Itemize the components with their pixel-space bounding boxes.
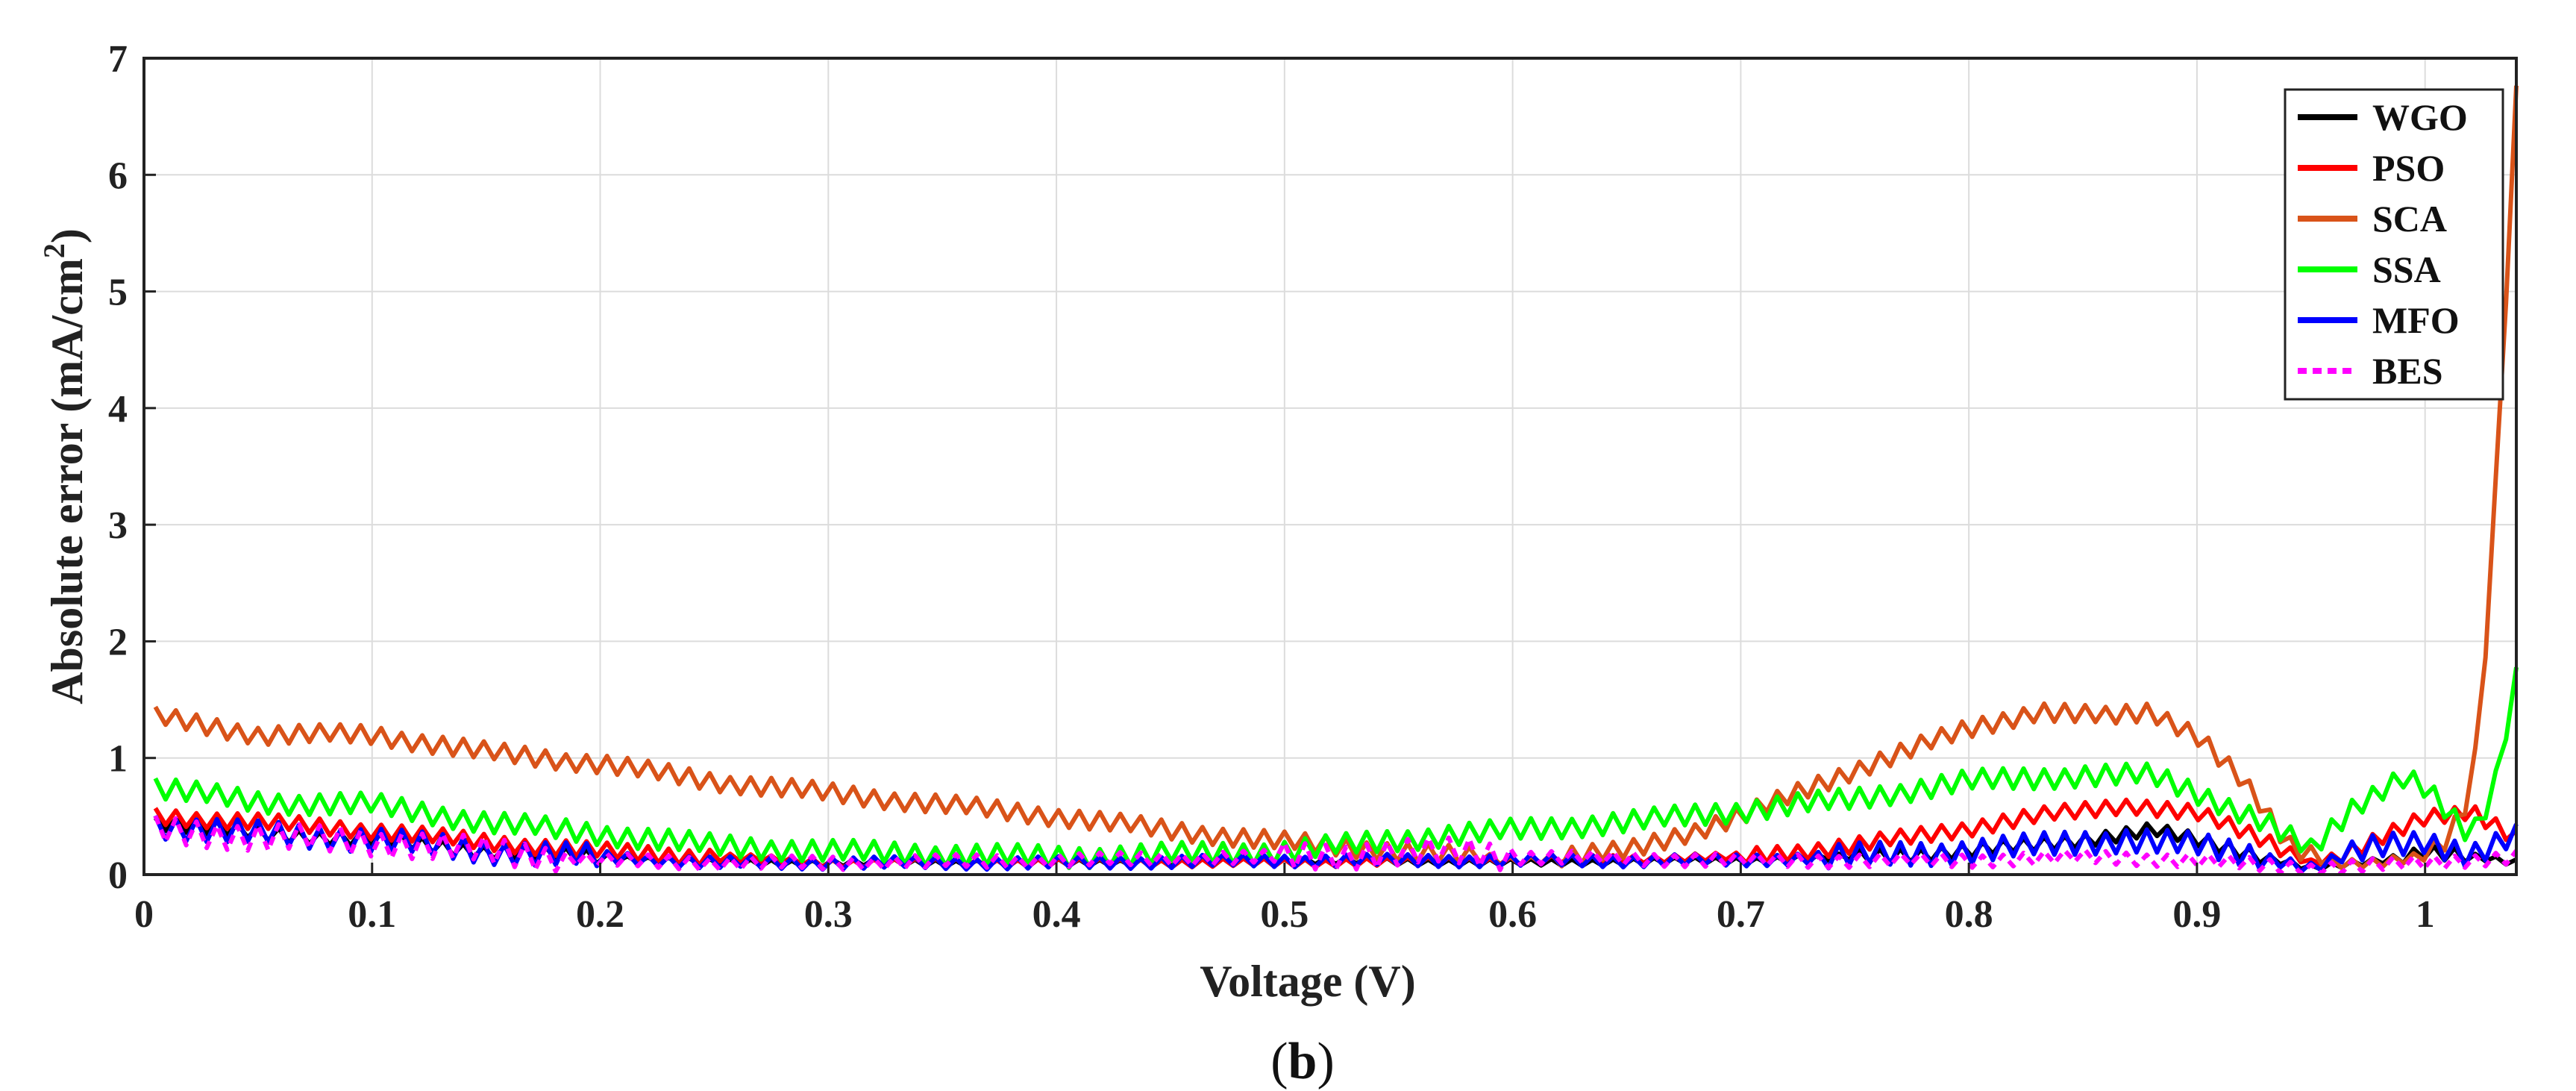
legend-entries: WGO PSO SCA SSA MFO BES bbox=[2298, 96, 2468, 392]
x-tick-label: 0.5 bbox=[1260, 893, 1309, 936]
x-tick-label: 0 bbox=[134, 893, 154, 936]
x-tick-label: 0.8 bbox=[1945, 893, 1993, 936]
y-axis-title-close: ) bbox=[43, 228, 92, 243]
x-tick-label: 0.6 bbox=[1488, 893, 1537, 936]
x-tick-label: 0.7 bbox=[1717, 893, 1765, 936]
x-tick-label: 1 bbox=[2416, 893, 2435, 936]
y-tick-label: 1 bbox=[108, 738, 128, 781]
y-axis-title: Absolute error (mA/cm2) bbox=[37, 228, 92, 704]
x-axis-title: Voltage (V) bbox=[1200, 957, 1415, 1006]
legend-label-mfo: MFO bbox=[2372, 299, 2460, 341]
series-line-ssa bbox=[153, 666, 2519, 871]
x-tick-label: 0.9 bbox=[2172, 893, 2221, 936]
legend-label-ssa: SSA bbox=[2372, 248, 2441, 290]
series-line-sca bbox=[153, 85, 2519, 871]
caption-open-paren: ( bbox=[1270, 1033, 1288, 1090]
y-tick-label: 6 bbox=[108, 154, 128, 197]
y-tick-label: 0 bbox=[108, 854, 128, 897]
x-tick-label: 0.4 bbox=[1032, 893, 1081, 936]
legend: WGO PSO SCA SSA MFO BES bbox=[2284, 88, 2504, 401]
caption-close-paren: ) bbox=[1317, 1033, 1334, 1090]
legend-label-bes: BES bbox=[2372, 350, 2443, 392]
y-tick-label: 5 bbox=[108, 272, 128, 314]
figure-caption: (b) bbox=[1270, 1033, 1335, 1090]
y-tick-label: 7 bbox=[108, 38, 128, 81]
plot-border bbox=[142, 57, 2518, 876]
legend-label-wgo: WGO bbox=[2372, 96, 2468, 138]
series-line-bes bbox=[153, 815, 2519, 876]
plot-area bbox=[144, 58, 2516, 875]
x-axis-ticks: 0 0.1 0.2 0.3 0.4 0.5 0.6 0.7 0.8 0.9 1 bbox=[134, 863, 2435, 936]
legend-label-pso: PSO bbox=[2372, 147, 2445, 189]
x-tick-label: 0.2 bbox=[576, 893, 624, 936]
series-group bbox=[153, 85, 2519, 876]
legend-box bbox=[2284, 88, 2504, 401]
y-tick-label: 3 bbox=[108, 504, 128, 547]
y-tick-label: 2 bbox=[108, 621, 128, 663]
caption-letter: b bbox=[1288, 1033, 1317, 1090]
legend-label-sca: SCA bbox=[2372, 198, 2447, 240]
y-axis-ticks: 0 1 2 3 4 5 6 7 bbox=[108, 38, 156, 897]
x-tick-label: 0.1 bbox=[348, 893, 396, 936]
y-axis-title-superscript: 2 bbox=[37, 243, 71, 258]
y-axis-title-main: Absolute error (mA/cm bbox=[43, 258, 92, 704]
x-tick-label: 0.3 bbox=[804, 893, 853, 936]
y-tick-label: 4 bbox=[108, 388, 128, 431]
